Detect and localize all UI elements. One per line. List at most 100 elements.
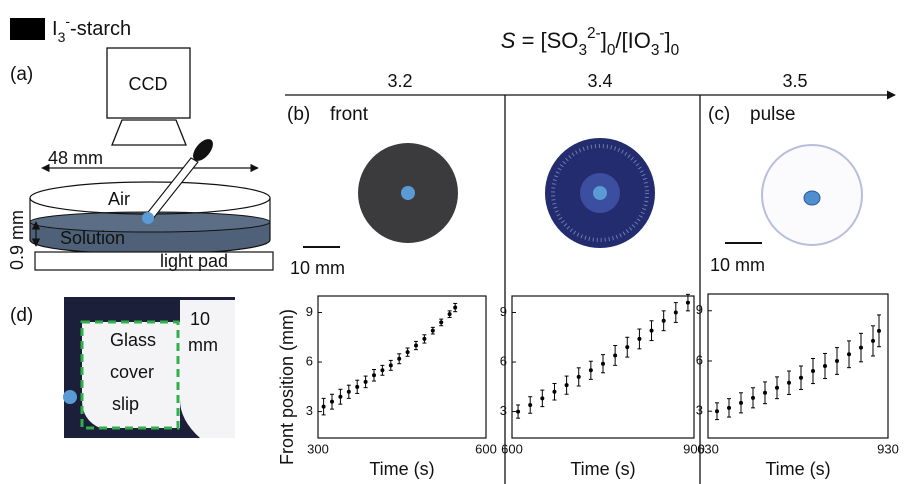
x-axis-label: Time (s): [570, 459, 635, 479]
point: [715, 409, 719, 413]
point: [727, 406, 731, 410]
x-tick-label: 630: [697, 441, 719, 456]
point: [540, 396, 544, 400]
photo-text: slip: [112, 394, 139, 414]
text-part: -starch: [70, 18, 131, 40]
point: [338, 395, 342, 399]
point: [453, 306, 457, 310]
point: [552, 390, 556, 394]
photo-scale: mm: [188, 335, 218, 355]
dropper: [145, 158, 198, 220]
point: [662, 319, 666, 323]
point: [686, 301, 690, 305]
plot-frame: [708, 294, 888, 438]
point: [787, 381, 791, 385]
text-part: 3: [651, 42, 660, 59]
ccd-label: CCD: [129, 74, 168, 94]
text-part: /[IO: [615, 28, 650, 53]
point: [397, 357, 401, 361]
point: [577, 375, 581, 379]
point: [739, 401, 743, 405]
point: [601, 362, 605, 366]
panel-label: (b): [287, 104, 310, 125]
point: [448, 312, 452, 316]
drop: [593, 186, 607, 200]
panel-label: (a): [10, 64, 33, 85]
s-category: 3.5: [782, 71, 807, 91]
point: [847, 352, 851, 356]
point: [355, 385, 359, 389]
point: [871, 339, 875, 343]
point: [431, 329, 435, 333]
lens: [112, 120, 186, 145]
text-part: 3: [578, 42, 587, 59]
light-pad: [35, 252, 273, 270]
x-axis-label: Time (s): [369, 459, 434, 479]
point: [751, 396, 755, 400]
legend-swatch: [10, 18, 45, 40]
point: [372, 373, 376, 377]
photo-text: cover: [110, 362, 154, 382]
s-category: 3.2: [387, 71, 412, 91]
point: [528, 403, 532, 407]
point: [799, 376, 803, 380]
photo-text: Glass: [110, 330, 156, 350]
x-tick-label: 600: [475, 441, 497, 456]
text-part: 0: [607, 42, 616, 59]
scale-label: 10 mm: [710, 255, 765, 275]
drop: [401, 186, 415, 200]
point: [439, 320, 443, 324]
y-tick-label: 6: [500, 353, 507, 368]
photo-scale: 10: [190, 309, 210, 329]
y-tick-label: 9: [306, 304, 313, 319]
s-axis-title: S = [SO32-]0/[IO3-]0: [501, 25, 679, 59]
point: [811, 369, 815, 373]
figure: I3--starch S = [SO32-]0/[IO3-]0 3.2 3.4 …: [0, 0, 914, 484]
text-part: S: [501, 28, 516, 53]
drop: [63, 390, 77, 404]
x-tick-label: 600: [501, 441, 523, 456]
point: [422, 337, 426, 341]
point: [414, 344, 418, 348]
point: [613, 353, 617, 357]
x-tick-label: 930: [877, 441, 899, 456]
point: [322, 405, 326, 409]
y-axis-label: Front position (mm): [277, 309, 297, 465]
panel-label: (d): [10, 305, 33, 326]
point: [650, 329, 654, 333]
x-tick-label: 300: [307, 441, 329, 456]
point: [674, 311, 678, 315]
point: [625, 345, 629, 349]
point: [389, 363, 393, 367]
drop: [804, 191, 820, 205]
solution-label: Solution: [60, 228, 125, 248]
point: [823, 364, 827, 368]
legend-text: I3--starch: [52, 13, 131, 45]
drop: [142, 212, 154, 224]
point: [380, 368, 384, 372]
plot-frame: [318, 296, 486, 438]
point: [516, 410, 520, 414]
point: [330, 400, 334, 404]
y-tick-label: 3: [500, 403, 507, 418]
text-part: = [SO: [515, 28, 578, 53]
x-axis-label: Time (s): [765, 459, 830, 479]
point: [775, 386, 779, 390]
point: [877, 329, 881, 333]
air-label: Air: [108, 189, 130, 209]
point: [763, 391, 767, 395]
point: [565, 383, 569, 387]
y-tick-label: 6: [696, 352, 703, 367]
panel-label: (c): [708, 104, 730, 125]
width-label: 48 mm: [48, 148, 103, 168]
point: [835, 359, 839, 363]
y-tick-label: 3: [306, 403, 313, 418]
y-tick-label: 9: [696, 302, 703, 317]
scale-label: 10 mm: [290, 258, 345, 278]
point: [637, 337, 641, 341]
panel-text: pulse: [750, 104, 795, 125]
point: [406, 350, 410, 354]
y-tick-label: 3: [696, 403, 703, 418]
text-part: 0: [671, 42, 680, 59]
depth-label: 0.9 mm: [7, 210, 27, 270]
